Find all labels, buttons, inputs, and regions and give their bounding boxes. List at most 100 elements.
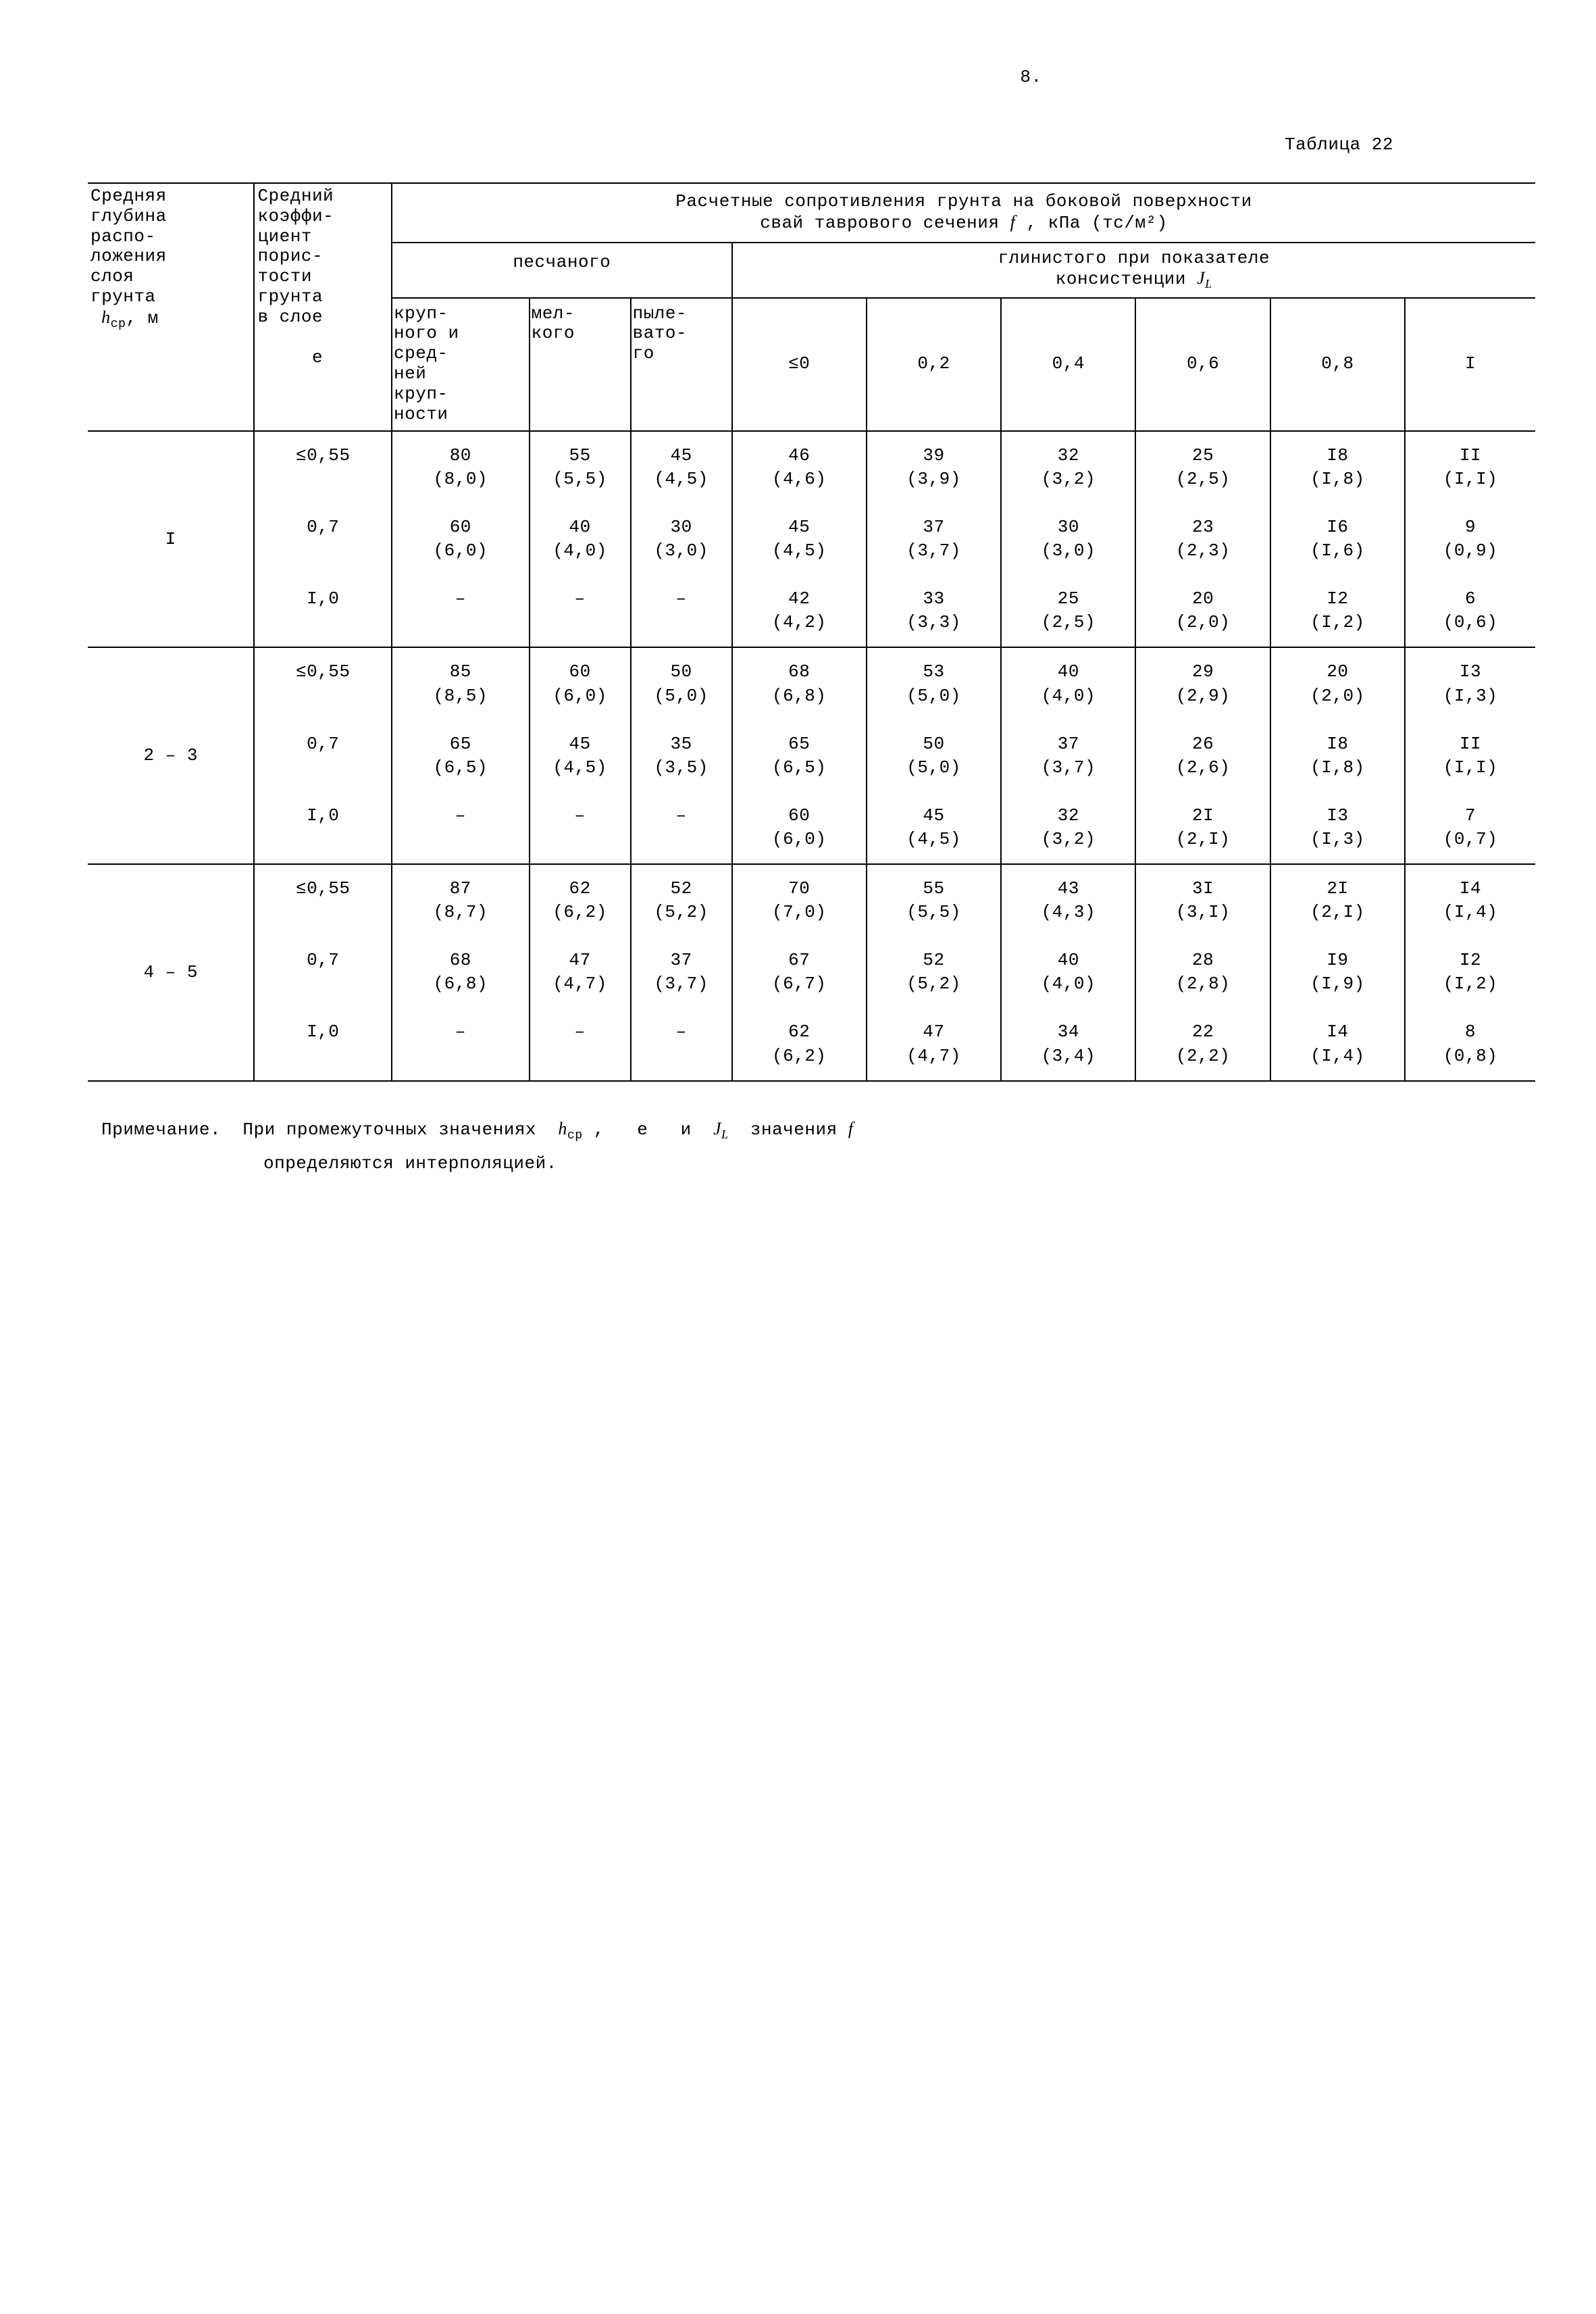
e-cell: ≤0,55 [254, 431, 392, 503]
data-cell: – [530, 792, 631, 864]
data-cell: 40(4,0) [1001, 647, 1135, 720]
page-number: 8. [527, 68, 1535, 88]
data-cell: 50(5,0) [867, 720, 1001, 792]
data-cell: 20(2,0) [1135, 575, 1270, 647]
data-cell: 39(3,9) [867, 431, 1001, 503]
data-cell: 80(8,0) [392, 431, 530, 503]
data-cell: 34(3,4) [1001, 1008, 1135, 1080]
data-cell: 65(6,5) [392, 720, 530, 792]
data-cell: – [631, 1008, 732, 1080]
e-cell: I,0 [254, 1008, 392, 1080]
data-cell: 40(4,0) [1001, 936, 1135, 1008]
data-cell: – [392, 792, 530, 864]
hdr-sand-3: пыле-вато-го [631, 298, 732, 431]
hdr-clay-5: 0,8 [1270, 298, 1405, 431]
data-cell: 53(5,0) [867, 647, 1001, 720]
data-cell: 87(8,7) [392, 864, 530, 936]
data-cell: – [392, 575, 530, 647]
data-cell: 32(3,2) [1001, 431, 1135, 503]
table-caption: Таблица 22 [88, 135, 1393, 155]
data-cell: 33(3,3) [867, 575, 1001, 647]
data-cell: 67(6,7) [732, 936, 867, 1008]
data-cell: 46(4,6) [732, 431, 867, 503]
data-cell: II(I,I) [1405, 720, 1535, 792]
data-cell: – [392, 1008, 530, 1080]
data-cell: 40(4,0) [530, 503, 631, 575]
data-cell: 37(3,7) [631, 936, 732, 1008]
data-cell: I3(I,3) [1270, 792, 1405, 864]
data-cell: 60(6,0) [392, 503, 530, 575]
data-cell: 68(6,8) [392, 936, 530, 1008]
data-cell: 8(0,8) [1405, 1008, 1535, 1080]
data-cell: 3I(3,I) [1135, 864, 1270, 936]
e-cell: 0,7 [254, 936, 392, 1008]
data-cell: – [631, 575, 732, 647]
e-cell: 0,7 [254, 503, 392, 575]
data-cell: 20(2,0) [1270, 647, 1405, 720]
hdr-clay-2: 0,2 [867, 298, 1001, 431]
note: Примечание. При промежуточных значениях … [88, 1112, 1535, 1181]
data-cell: 25(2,5) [1001, 575, 1135, 647]
data-cell: 2I(2,I) [1135, 792, 1270, 864]
hdr-depth: Средняяглубинараспо-ложенияслоягрунта hс… [88, 183, 254, 431]
data-cell: 2I(2,I) [1270, 864, 1405, 936]
data-cell: 43(4,3) [1001, 864, 1135, 936]
depth-cell: 2 – 3 [88, 647, 254, 864]
data-cell: 45(4,5) [867, 792, 1001, 864]
hdr-clay-6: I [1405, 298, 1535, 431]
data-cell: I3(I,3) [1405, 647, 1535, 720]
data-cell: 47(4,7) [530, 936, 631, 1008]
data-cell: 68(6,8) [732, 647, 867, 720]
e-cell: ≤0,55 [254, 864, 392, 936]
data-cell: 37(3,7) [1001, 720, 1135, 792]
data-cell: – [631, 792, 732, 864]
hdr-sand-2: мел-кого [530, 298, 631, 431]
data-cell: 26(2,6) [1135, 720, 1270, 792]
data-cell: 22(2,2) [1135, 1008, 1270, 1080]
e-cell: I,0 [254, 792, 392, 864]
data-cell: I4(I,4) [1270, 1008, 1405, 1080]
hdr-clay-4: 0,6 [1135, 298, 1270, 431]
data-cell: 28(2,8) [1135, 936, 1270, 1008]
data-cell: 55(5,5) [867, 864, 1001, 936]
hdr-sand-1: круп-ного исред-нейкруп-ности [392, 298, 530, 431]
data-cell: 6(0,6) [1405, 575, 1535, 647]
data-cell: I8(I,8) [1270, 720, 1405, 792]
hdr-clay-3: 0,4 [1001, 298, 1135, 431]
e-cell: ≤0,55 [254, 647, 392, 720]
data-cell: 23(2,3) [1135, 503, 1270, 575]
hdr-clay: глинистого при показателеконсистенции JL [732, 243, 1535, 298]
e-cell: 0,7 [254, 720, 392, 792]
data-cell: 60(6,0) [530, 647, 631, 720]
data-cell: I8(I,8) [1270, 431, 1405, 503]
data-cell: 60(6,0) [732, 792, 867, 864]
data-cell: 29(2,9) [1135, 647, 1270, 720]
data-cell: I6(I,6) [1270, 503, 1405, 575]
data-cell: 32(3,2) [1001, 792, 1135, 864]
data-cell: II(I,I) [1405, 431, 1535, 503]
data-cell: 45(4,5) [631, 431, 732, 503]
data-cell: 35(3,5) [631, 720, 732, 792]
data-cell: 45(4,5) [530, 720, 631, 792]
data-cell: – [530, 575, 631, 647]
hdr-sand: песчаного [392, 243, 732, 298]
data-cell: I2(I,2) [1270, 575, 1405, 647]
data-cell: 52(5,2) [631, 864, 732, 936]
data-cell: 70(7,0) [732, 864, 867, 936]
data-cell: – [530, 1008, 631, 1080]
hdr-clay-1: ≤0 [732, 298, 867, 431]
depth-cell: 4 – 5 [88, 864, 254, 1081]
data-cell: 37(3,7) [867, 503, 1001, 575]
data-cell: 42(4,2) [732, 575, 867, 647]
data-cell: 62(6,2) [530, 864, 631, 936]
data-cell: I2(I,2) [1405, 936, 1535, 1008]
hdr-main: Расчетные сопротивления грунта на боково… [392, 183, 1535, 243]
data-cell: 65(6,5) [732, 720, 867, 792]
data-cell: 55(5,5) [530, 431, 631, 503]
data-cell: I4(I,4) [1405, 864, 1535, 936]
data-cell: 7(0,7) [1405, 792, 1535, 864]
data-cell: I9(I,9) [1270, 936, 1405, 1008]
data-table: Средняяглубинараспо-ложенияслоягрунта hс… [88, 182, 1535, 1082]
data-cell: 62(6,2) [732, 1008, 867, 1080]
data-cell: 50(5,0) [631, 647, 732, 720]
